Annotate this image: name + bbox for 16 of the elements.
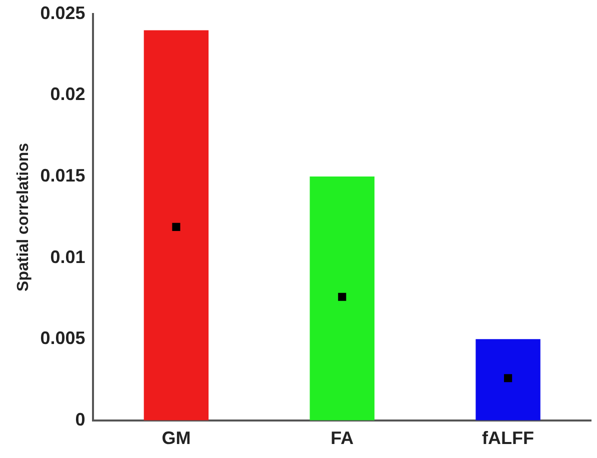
y-tick-label: 0.02 [50, 84, 86, 104]
y-tick-label: 0 [75, 409, 86, 430]
point [172, 222, 180, 231]
y-axis-title: Spatial correlations [15, 142, 32, 292]
x-tick-label: GM [162, 428, 191, 448]
point [338, 292, 346, 301]
y-tick-label: 0.005 [40, 328, 86, 348]
bar [476, 339, 540, 420]
y-tick-label: 0.025 [40, 2, 86, 23]
x-tick-label: fALFF [482, 428, 534, 448]
point [504, 374, 512, 382]
x-tick-label: FA [330, 428, 354, 448]
bar [144, 30, 209, 420]
y-tick-label: 0.01 [50, 246, 86, 267]
y-tick-label: 0.015 [40, 166, 86, 186]
bar [310, 176, 374, 420]
